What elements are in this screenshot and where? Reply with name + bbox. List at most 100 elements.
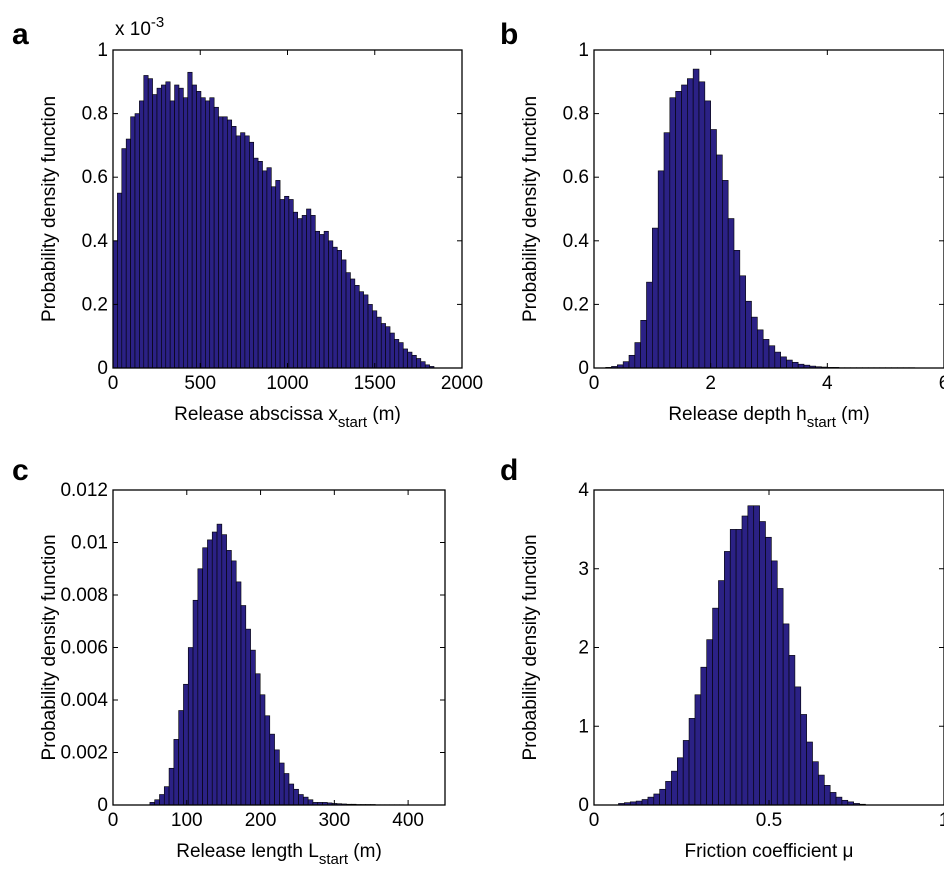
histogram-bar — [350, 278, 356, 368]
histogram-bar — [279, 199, 285, 368]
histogram-bar — [211, 531, 218, 805]
histogram-bar — [363, 294, 369, 368]
histogram-bar — [192, 599, 199, 805]
histogram-bar — [174, 84, 180, 368]
x-tick-label: 1 — [939, 810, 944, 831]
histogram-bar — [240, 132, 246, 368]
bars-group — [605, 68, 916, 368]
y-axis-label: Probability density function — [39, 534, 60, 760]
y-axis-label: Probability density function — [520, 96, 541, 322]
histogram-bar — [741, 515, 749, 805]
histogram-bar — [806, 741, 813, 805]
y-tick-label: 1 — [578, 40, 589, 61]
histogram-bar — [622, 361, 630, 368]
histogram-bar — [757, 329, 764, 368]
histogram-bar — [328, 240, 334, 368]
histogram-bar — [800, 714, 807, 805]
histogram-bar — [125, 138, 131, 368]
x-axis-label-subscript: start — [319, 851, 349, 868]
histogram-bar — [345, 272, 351, 368]
x-tick-label: 2000 — [441, 373, 483, 394]
x-tick-label: 0.5 — [756, 810, 782, 831]
histogram-bar — [221, 534, 227, 805]
histogram-bar — [665, 781, 672, 805]
histogram-bar — [647, 796, 655, 805]
histogram-bar — [768, 345, 776, 368]
histogram-bar — [398, 342, 404, 368]
histogram-bar — [274, 749, 280, 805]
histogram-bar — [147, 78, 153, 368]
histogram-bar — [786, 359, 793, 368]
y-tick-label: 4 — [578, 480, 589, 501]
axes-frame — [593, 49, 944, 369]
histogram-bar — [332, 246, 338, 368]
histogram-bar — [297, 218, 303, 368]
bars-group — [113, 71, 435, 368]
histogram-bar — [154, 799, 160, 805]
bars-group — [618, 505, 866, 805]
histogram-bar — [306, 208, 312, 368]
y-tick-label: 0.012 — [60, 480, 108, 501]
histogram-bar — [205, 100, 211, 368]
histogram-bar — [143, 75, 149, 368]
y-tick-label: 0.008 — [60, 585, 108, 606]
histogram-bar — [694, 694, 702, 805]
histogram-bar — [240, 605, 247, 805]
histogram-bar — [698, 81, 706, 368]
histogram-bar — [762, 339, 770, 368]
histogram-bar — [367, 304, 373, 368]
histogram-bar — [288, 783, 295, 805]
histogram-bar — [288, 199, 294, 368]
histogram-bar — [681, 84, 688, 368]
histogram-bar — [402, 348, 408, 368]
y-tick-label: 0.8 — [563, 104, 589, 125]
histogram-bar — [152, 94, 158, 368]
histogram-bar — [765, 536, 772, 805]
y-tick-label: 0.01 — [71, 533, 108, 554]
histogram-bar — [745, 300, 752, 368]
histogram-bar — [314, 230, 320, 368]
x-tick-label: 2 — [705, 373, 716, 394]
histogram-bar — [244, 135, 250, 368]
histogram-bar — [303, 796, 309, 805]
y-axis-label: Probability density function — [39, 96, 60, 322]
histogram-bar — [178, 710, 184, 805]
histogram-bar — [336, 250, 342, 368]
histogram-bar — [284, 195, 290, 368]
histogram-bar — [262, 170, 268, 368]
x-tick-label: 200 — [245, 810, 277, 831]
histogram-bar — [191, 84, 197, 368]
histogram-bar — [235, 581, 242, 805]
histogram-bar — [163, 786, 170, 805]
histogram-bar — [231, 126, 237, 368]
panel-letter: a — [12, 18, 29, 51]
x-tick-label: 1000 — [266, 373, 308, 394]
histogram-bar — [782, 623, 790, 805]
histogram-bar — [676, 757, 684, 805]
histogram-bar — [156, 87, 162, 368]
histogram-bar — [780, 356, 787, 368]
histogram-bar — [245, 628, 251, 805]
y-tick-label: 0 — [97, 358, 108, 379]
histogram-bar — [269, 733, 275, 805]
histogram-bar — [706, 639, 713, 805]
histogram-bar — [264, 715, 271, 805]
y-tick-label: 0.6 — [82, 167, 108, 188]
histogram-bar — [266, 167, 272, 368]
x-axis-label-subscript: start — [807, 414, 837, 431]
panel-b: b 0 2 4 6 0 0.2 0.4 0.6 0.8 1 Probability density f… — [500, 18, 944, 431]
histogram-bar — [250, 649, 256, 805]
histogram-bar — [292, 211, 298, 368]
histogram-bar — [771, 560, 778, 805]
histogram-bar — [298, 794, 304, 805]
histogram-bar — [841, 799, 849, 805]
x-axis-label-subscript: start — [338, 414, 368, 431]
x-tick-label: 0 — [108, 810, 119, 831]
y-tick-label: 0.4 — [82, 231, 109, 252]
x-axis-label-main: Release depth h — [668, 404, 806, 425]
histogram-bar — [652, 227, 659, 368]
histogram-bar — [207, 539, 213, 805]
x-tick-label: 500 — [184, 373, 216, 394]
x-tick-label: 6 — [939, 373, 944, 394]
